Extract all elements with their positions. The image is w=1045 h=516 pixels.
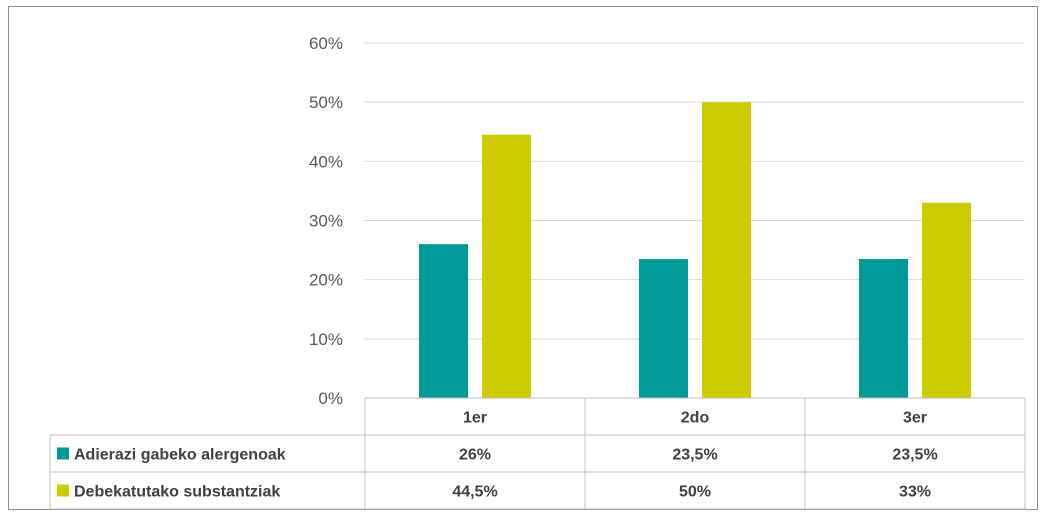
x-category-label: 3er	[903, 410, 927, 427]
data-label: 23,5%	[672, 447, 717, 464]
legend-label: Debekatutako substantziak	[74, 484, 280, 501]
legend-swatch	[57, 447, 69, 460]
y-tick-label: 10%	[309, 330, 343, 349]
x-category-label: 2do	[681, 410, 710, 427]
data-label: 44,5%	[452, 484, 497, 501]
data-label: 23,5%	[892, 447, 937, 464]
bar-2do-series-1	[639, 258, 688, 398]
y-tick-label: 50%	[309, 93, 343, 112]
y-tick-label: 60%	[309, 34, 343, 53]
legend-label: Adierazi gabeko alergenoak	[74, 447, 286, 464]
y-tick-label: 20%	[309, 271, 343, 290]
bar-2do-series-2	[702, 102, 751, 399]
y-tick-label: 0%	[318, 389, 343, 408]
bar-3er-series-1	[859, 258, 908, 398]
bar-1er-series-1	[419, 244, 468, 398]
data-label: 26%	[459, 447, 491, 464]
x-category-label: 1er	[463, 410, 487, 427]
legend-swatch	[57, 484, 69, 497]
y-tick-label: 30%	[309, 212, 343, 231]
bar-1er-series-2	[482, 134, 531, 399]
y-tick-label: 40%	[309, 152, 343, 171]
data-label: 33%	[899, 484, 931, 501]
data-label: 50%	[679, 484, 711, 501]
bar-3er-series-2	[922, 202, 971, 398]
